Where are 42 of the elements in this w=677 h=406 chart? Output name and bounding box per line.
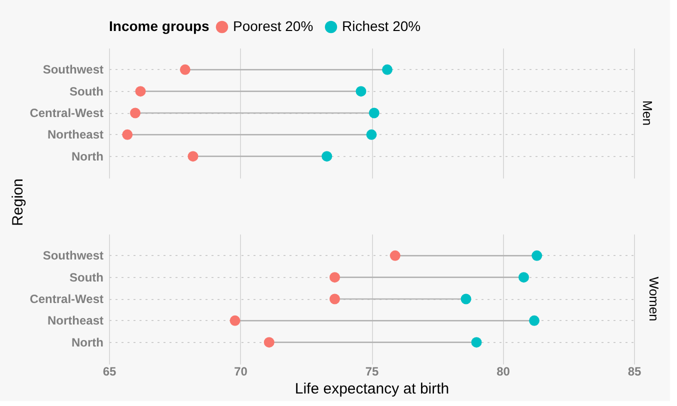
point — [471, 337, 482, 348]
y-tick-label: Central-West — [30, 106, 104, 120]
legend-label: Richest 20% — [342, 18, 421, 34]
point — [264, 337, 274, 348]
point — [330, 272, 340, 283]
point — [382, 64, 392, 75]
x-tick-label: 65 — [102, 364, 116, 378]
point — [122, 129, 133, 140]
point — [130, 108, 140, 118]
y-tick-label: Central-West — [30, 292, 104, 306]
y-tick-label: Southwest — [42, 62, 104, 77]
y-tick-label: South — [70, 270, 104, 284]
point — [460, 294, 472, 304]
legend-label: Poorest 20% — [233, 18, 314, 34]
y-tick-label: Northeast — [47, 128, 104, 142]
x-tick-label: 85 — [628, 364, 642, 378]
point — [322, 151, 332, 162]
point — [518, 272, 529, 283]
point — [135, 86, 146, 97]
point — [356, 86, 366, 97]
x-tick-label: 80 — [496, 364, 510, 378]
point — [390, 250, 400, 261]
text: Women — [646, 276, 662, 322]
point — [180, 64, 190, 75]
point — [330, 294, 340, 304]
point — [368, 108, 380, 118]
point — [366, 129, 377, 140]
y-tick-label: South — [70, 84, 104, 98]
y-axis-title: Region — [10, 178, 27, 226]
point — [529, 315, 540, 326]
legend-title: Income groups — [109, 18, 210, 34]
y-tick-label: Southwest — [42, 248, 104, 263]
x-axis-title: Life expectancy at birth — [294, 380, 450, 398]
x-tick-label: 70 — [234, 364, 248, 378]
y-tick-label: North — [72, 335, 104, 350]
point — [230, 315, 240, 326]
y-tick-label: Northeast — [47, 314, 104, 328]
point — [188, 151, 198, 162]
point — [532, 250, 542, 261]
x-tick-label: 75 — [365, 364, 379, 378]
y-tick-label: North — [72, 149, 104, 164]
text: Men — [640, 100, 655, 126]
